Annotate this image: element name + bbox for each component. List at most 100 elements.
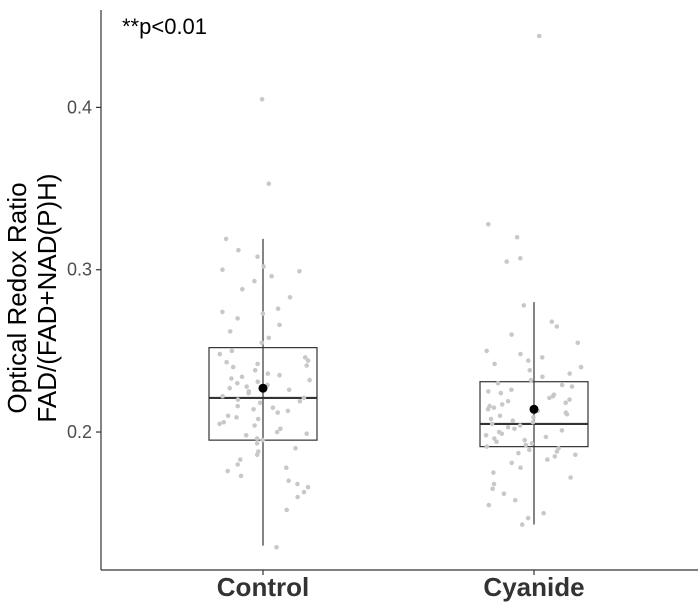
data-point — [270, 405, 276, 411]
data-point — [269, 273, 274, 279]
box — [479, 381, 589, 448]
data-point — [543, 434, 549, 440]
data-point — [494, 439, 499, 445]
data-point — [518, 255, 523, 261]
data-point — [510, 418, 516, 424]
data-point — [499, 431, 505, 437]
data-point — [275, 306, 281, 312]
data-point — [563, 400, 568, 406]
data-point — [255, 416, 261, 422]
data-point — [484, 444, 490, 449]
data-point — [522, 437, 527, 443]
data-point — [255, 361, 260, 367]
data-point — [541, 510, 546, 516]
data-point — [266, 335, 272, 341]
data-point — [286, 478, 291, 484]
data-point — [287, 295, 293, 300]
data-point — [227, 385, 232, 391]
data-point — [526, 358, 531, 363]
data-point — [238, 457, 243, 462]
mean-point — [529, 404, 539, 414]
data-point — [255, 379, 261, 385]
y-tick-label: 0.2 — [67, 422, 92, 442]
data-point — [539, 355, 545, 360]
y-tick-label: 0.3 — [67, 260, 92, 280]
data-point — [225, 413, 231, 419]
data-point — [275, 410, 281, 415]
data-point — [305, 358, 311, 363]
data-point — [255, 254, 260, 259]
data-point — [274, 429, 280, 435]
data-point — [527, 447, 532, 453]
data-point — [295, 481, 300, 487]
data-point — [559, 382, 565, 388]
data-point — [488, 416, 494, 422]
data-point — [523, 442, 529, 448]
data-point — [235, 381, 240, 386]
data-point — [301, 395, 307, 401]
data-point — [278, 426, 283, 432]
data-point — [254, 452, 260, 458]
data-point — [229, 376, 234, 381]
data-point — [554, 449, 560, 454]
data-point — [240, 286, 245, 292]
axis-ticks: Control Cyanide 0.2 0.3 0.4 — [67, 97, 585, 602]
data-point — [545, 457, 550, 462]
data-point — [246, 390, 251, 396]
data-point — [254, 436, 260, 441]
data-point — [302, 355, 308, 360]
data-point — [521, 303, 527, 308]
data-point — [257, 400, 263, 406]
data-point — [244, 384, 249, 389]
data-point — [252, 423, 257, 428]
data-point — [224, 359, 229, 365]
data-point — [220, 267, 225, 273]
data-point — [517, 423, 523, 428]
data-point — [221, 420, 226, 425]
data-point — [498, 390, 504, 396]
data-point — [277, 372, 282, 378]
data-point — [492, 436, 497, 441]
data-point — [235, 462, 240, 467]
data-point — [252, 278, 257, 284]
data-point — [254, 441, 260, 446]
data-point — [504, 259, 510, 264]
data-point — [531, 415, 536, 420]
significance-annotation: **p<0.01 — [122, 14, 207, 39]
plot-area — [208, 33, 589, 550]
data-point — [509, 387, 514, 393]
data-point — [547, 395, 552, 401]
data-point — [499, 402, 505, 407]
data-point — [286, 387, 292, 393]
data-point — [536, 33, 542, 39]
data-point — [486, 389, 491, 394]
data-point — [567, 371, 572, 376]
data-point — [235, 403, 240, 409]
x-category-label: Cyanide — [483, 572, 584, 602]
data-point — [217, 351, 223, 357]
data-point — [284, 465, 289, 471]
data-point — [235, 397, 241, 402]
data-point — [492, 361, 497, 367]
data-point — [301, 489, 307, 495]
data-point — [277, 322, 282, 328]
data-point — [512, 426, 517, 432]
data-point — [509, 460, 514, 466]
data-point — [491, 405, 497, 411]
data-point — [484, 348, 490, 354]
data-point — [285, 408, 291, 414]
data-point — [490, 486, 495, 492]
data-point — [220, 309, 225, 315]
data-point — [265, 371, 271, 376]
data-point — [509, 332, 514, 337]
data-point — [529, 441, 535, 446]
data-point — [220, 394, 225, 399]
data-point — [525, 515, 531, 521]
data-point — [229, 348, 235, 354]
data-point — [495, 381, 501, 386]
data-point — [259, 340, 265, 346]
data-point — [243, 433, 249, 438]
data-point — [491, 470, 496, 475]
data-point — [217, 421, 222, 427]
data-point — [259, 97, 265, 102]
